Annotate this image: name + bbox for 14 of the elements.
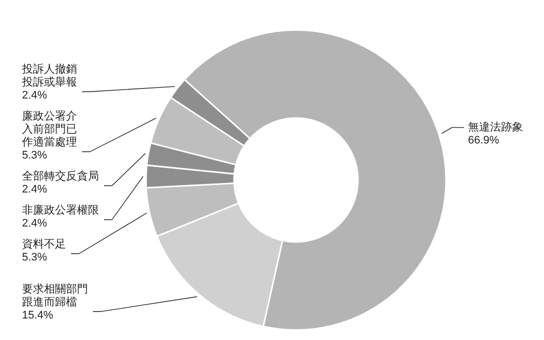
data-label: 5.3% — [22, 150, 48, 162]
data-label: 2.4% — [22, 90, 48, 102]
data-label: 15.4% — [22, 310, 54, 322]
slice-label: 廉政公署介入前部門已作適當處理 — [21, 110, 77, 149]
slice-label: 非廉政公署權限 — [22, 204, 99, 217]
slice-label: 要求相關部門跟進而歸檔 — [22, 282, 88, 309]
slice-label: 全部轉交反貪局 — [22, 170, 99, 183]
data-label: 2.4% — [22, 184, 48, 196]
data-label: 5.3% — [22, 252, 48, 264]
slice-label: 資料不足 — [22, 238, 66, 251]
data-label: 2.4% — [22, 218, 48, 230]
data-label: 66.9% — [468, 134, 500, 146]
slice-label: 投訴人撤銷投訴或舉報 — [21, 62, 77, 89]
slice-label: 無違法跡象 — [468, 120, 523, 134]
